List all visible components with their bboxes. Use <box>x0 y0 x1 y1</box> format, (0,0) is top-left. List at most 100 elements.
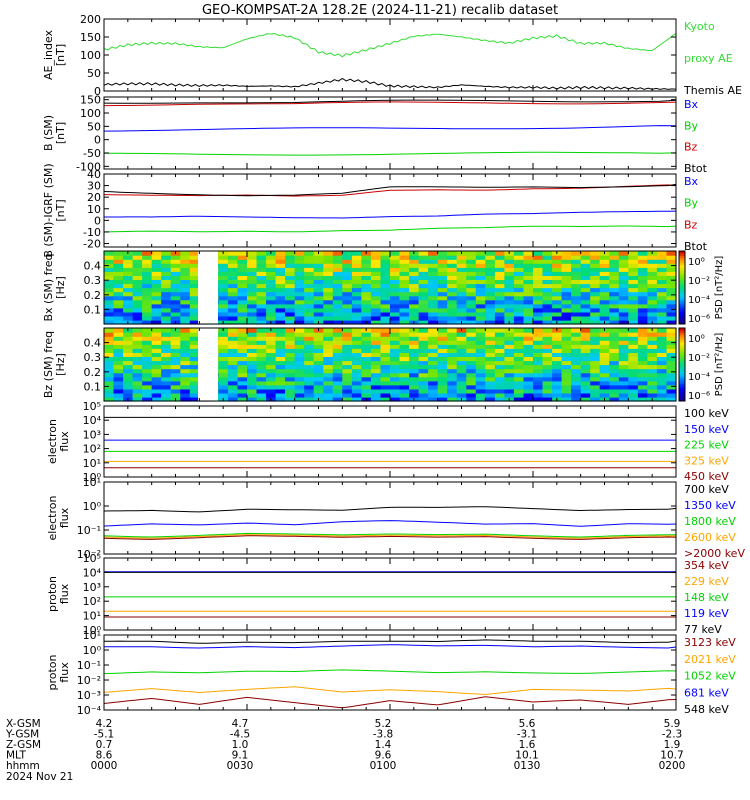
spectrogram-cell <box>227 287 238 293</box>
spectrogram-cell <box>323 295 334 301</box>
spectrogram-cell <box>447 396 458 402</box>
spectrogram-cell <box>370 295 381 301</box>
spectrogram-cell <box>361 336 372 341</box>
footer-value: 1.4 <box>375 739 392 751</box>
spectrogram-cell <box>304 315 315 321</box>
spectrogram-cell <box>533 275 544 280</box>
spectrogram-cell <box>123 340 134 345</box>
spectrogram-cell <box>285 392 296 398</box>
spectrogram-cell <box>266 307 277 313</box>
spectrogram-cell <box>361 388 372 394</box>
spectrogram-cell <box>571 275 582 280</box>
spectrogram-cell <box>437 271 448 276</box>
colorbar-step <box>679 362 685 365</box>
colorbar-step <box>679 366 685 370</box>
spectrogram-cell <box>552 295 563 301</box>
spectrogram-cell <box>266 364 277 370</box>
spectrogram-cell <box>637 291 648 297</box>
spectrogram-cell <box>304 348 315 353</box>
colorbar-step <box>679 255 685 259</box>
spectrogram-cell <box>409 344 420 349</box>
spectrogram-cell <box>590 275 601 280</box>
spectrogram-cell <box>485 291 496 297</box>
spectrogram-cell <box>342 332 353 337</box>
spectrogram-cell <box>351 315 362 321</box>
spectrogram-cell <box>580 332 591 337</box>
spectrogram-cell <box>256 372 267 378</box>
spectrogram-cell <box>123 332 134 337</box>
spectrogram-cell <box>142 372 153 378</box>
spectrogram-cell <box>571 368 582 374</box>
spectrogram-cell <box>542 388 553 394</box>
spectrogram-cell <box>628 360 639 366</box>
spectrogram-cell <box>237 396 248 402</box>
spectrogram-cell <box>113 275 124 280</box>
spectrogram-cell <box>247 328 258 333</box>
spectrogram-cell <box>590 332 601 337</box>
spectrogram-cell <box>104 255 115 260</box>
spectrogram-cell <box>370 392 381 398</box>
spectrogram-cell <box>227 315 238 321</box>
spectrogram-cell <box>218 255 229 260</box>
spectrogram-cell <box>599 303 610 309</box>
spectrogram-cell <box>180 388 191 394</box>
spectrogram-cell <box>599 344 610 349</box>
spectrogram-cell <box>380 303 391 309</box>
spectrogram-cell <box>542 392 553 398</box>
spectrogram-cell <box>580 336 591 341</box>
spectrogram-cell <box>428 380 439 386</box>
spectrogram-cell <box>437 315 448 321</box>
spectrogram-cell <box>647 376 658 382</box>
spectrogram-cell <box>123 376 134 382</box>
spectrogram-cell <box>266 340 277 345</box>
spectrogram-cell <box>237 384 248 390</box>
spectrogram-cell <box>409 388 420 394</box>
spectrogram-cell <box>409 356 420 362</box>
spectrogram-cell <box>618 255 629 260</box>
spectrogram-cell <box>533 388 544 394</box>
spectrogram-cell <box>542 267 553 272</box>
spectrogram-cell <box>323 287 334 293</box>
spectrogram-cell <box>189 360 200 366</box>
spectrogram-cell <box>266 271 277 276</box>
spectrogram-cell <box>533 283 544 289</box>
spectrogram-cell <box>542 348 553 353</box>
spectrogram-cell <box>361 364 372 370</box>
spectrogram-cell <box>618 267 629 272</box>
spectrogram-cell <box>256 295 267 301</box>
spectrogram-cell <box>332 267 343 272</box>
spectrogram-cell <box>447 376 458 382</box>
spectrogram-cell <box>142 384 153 390</box>
spectrogram-cell <box>428 340 439 345</box>
spectrogram-cell <box>494 291 505 297</box>
spectrogram-cell <box>399 263 410 268</box>
spectrogram-cell <box>418 311 429 317</box>
spectrogram-cell <box>418 372 429 378</box>
spectrogram-cell <box>599 267 610 272</box>
spectrogram-cell <box>494 384 505 390</box>
spectrogram-cell <box>428 287 439 293</box>
spectrogram-cell <box>123 380 134 386</box>
footer-value: 1.6 <box>519 739 536 751</box>
spectrogram-cell <box>437 396 448 402</box>
spectrogram-cell <box>580 307 591 313</box>
spectrogram-cell <box>161 311 172 317</box>
spectrogram-cell <box>466 259 477 264</box>
spectrogram-cell <box>170 348 181 353</box>
spectrogram-cell <box>599 384 610 390</box>
spectrogram-cell <box>504 303 515 309</box>
spectrogram-cell <box>437 328 448 333</box>
spectrogram-cell <box>161 376 172 382</box>
legend-entry: >2000 keV <box>684 547 745 560</box>
spectrogram-cell <box>380 299 391 305</box>
spectrogram-cell <box>227 307 238 313</box>
spectrogram-cell <box>599 372 610 378</box>
spectrogram-cell <box>666 384 677 390</box>
spectrogram-cell <box>132 380 143 386</box>
spectrogram-cell <box>285 376 296 382</box>
spectrogram-cell <box>523 319 534 325</box>
spectrogram-cell <box>513 303 524 309</box>
spectrogram-cell <box>513 364 524 370</box>
